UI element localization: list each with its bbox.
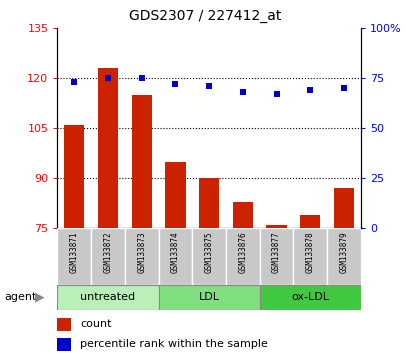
Bar	[57, 285, 158, 310]
Text: agent: agent	[4, 292, 36, 302]
Bar	[326, 228, 360, 285]
Bar	[266, 225, 286, 228]
Point	[71, 80, 77, 85]
Text: GSM133873: GSM133873	[137, 231, 146, 273]
Bar	[91, 228, 124, 285]
Bar	[158, 285, 259, 310]
Point	[104, 75, 111, 81]
Bar	[198, 178, 219, 228]
Point	[340, 86, 346, 91]
Bar	[232, 202, 252, 228]
Text: LDL: LDL	[198, 292, 219, 302]
Text: count: count	[80, 319, 112, 329]
Bar	[124, 228, 158, 285]
Bar	[57, 228, 91, 285]
Bar	[158, 228, 192, 285]
Text: untreated: untreated	[80, 292, 135, 302]
Text: ox-LDL: ox-LDL	[290, 292, 328, 302]
Text: percentile rank within the sample: percentile rank within the sample	[80, 339, 267, 349]
Bar	[259, 285, 360, 310]
Text: GSM133877: GSM133877	[271, 231, 280, 273]
Text: GSM133871: GSM133871	[70, 231, 79, 273]
Text: GSM133875: GSM133875	[204, 231, 213, 273]
Bar	[57, 318, 71, 331]
Text: GDS2307 / 227412_at: GDS2307 / 227412_at	[128, 9, 281, 23]
Text: GSM133872: GSM133872	[103, 231, 112, 273]
Point	[205, 84, 212, 89]
Bar	[57, 338, 71, 351]
Point	[138, 75, 145, 81]
Bar	[259, 228, 293, 285]
Text: GSM133878: GSM133878	[305, 231, 314, 273]
Bar	[225, 228, 259, 285]
Point	[306, 87, 313, 93]
Bar	[64, 125, 84, 228]
Text: GSM133876: GSM133876	[238, 231, 247, 273]
Text: GSM133874: GSM133874	[171, 231, 180, 273]
Bar	[333, 188, 353, 228]
Bar	[98, 68, 118, 228]
Point	[172, 81, 178, 87]
Bar	[131, 95, 151, 228]
Bar	[192, 228, 225, 285]
Bar	[293, 228, 326, 285]
Text: GSM133879: GSM133879	[339, 231, 348, 273]
Bar	[299, 215, 319, 228]
Point	[272, 91, 279, 97]
Bar	[165, 162, 185, 228]
Point	[239, 90, 245, 95]
Text: ▶: ▶	[35, 291, 44, 304]
